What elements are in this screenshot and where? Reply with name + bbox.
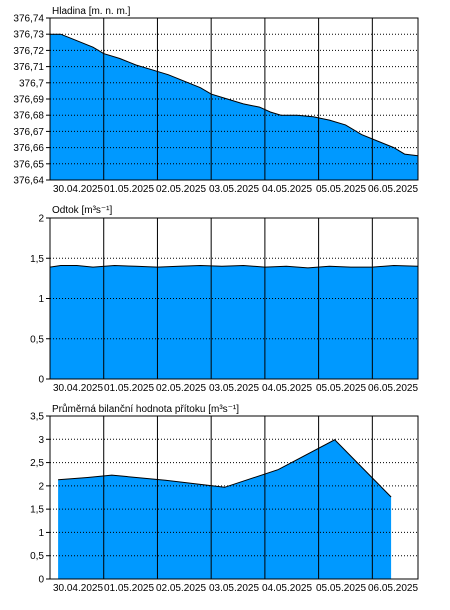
chart-2-xtick-label: 02.05.2025 xyxy=(156,383,206,394)
chart-3-ytick-label: 3 xyxy=(38,435,44,446)
chart-3-xtick-label: 05.05.2025 xyxy=(316,583,366,594)
chart-3-title: Průměrná bilanční hodnota přítoku [m³s⁻¹… xyxy=(52,403,239,415)
chart-3-xtick-label: 01.05.2025 xyxy=(104,583,154,594)
chart-3-ytick-label: 1 xyxy=(38,528,44,539)
chart-1-area xyxy=(50,34,418,181)
chart-1-ytick-label: 376,68 xyxy=(13,111,44,122)
chart-2-frame xyxy=(49,217,419,380)
chart-2-ytick-label: 1 xyxy=(38,294,44,305)
chart-3-ytick-label: 0 xyxy=(38,575,44,586)
chart-1-ytick-label: 376,66 xyxy=(13,143,44,154)
chart-1-ytick-label: 376,64 xyxy=(13,176,44,187)
chart-1-ytick-label: 376,73 xyxy=(13,30,44,41)
chart-3-xtick-label: 02.05.2025 xyxy=(156,583,206,594)
chart-1-ytick-label: 376,72 xyxy=(13,46,44,57)
chart-3-xtick-label: 04.05.2025 xyxy=(262,583,312,594)
chart-2-area xyxy=(50,265,418,379)
chart-1-xtick-label: 02.05.2025 xyxy=(156,184,206,195)
chart-2-ytick-label: 2 xyxy=(38,214,44,225)
chart-2-xtick-label: 01.05.2025 xyxy=(104,383,154,394)
chart-3-ytick-label: 2,5 xyxy=(30,458,44,469)
chart-3-ytick-label: 1,5 xyxy=(30,505,44,516)
chart-3-ytick-label: 2 xyxy=(38,481,44,492)
chart-1-xtick-label: 04.05.2025 xyxy=(262,184,312,195)
chart-3-ytick-label: 0,5 xyxy=(30,551,44,562)
chart-1-frame xyxy=(49,17,419,181)
chart-1-ytick-label: 376,69 xyxy=(13,95,44,106)
chart-2-xtick-label: 06.05.2025 xyxy=(368,383,418,394)
chart-2-ytick-label: 0,5 xyxy=(30,334,44,345)
chart-2-xtick-label: 30.04.2025 xyxy=(53,383,103,394)
chart-2-title: Odtok [m³s⁻¹] xyxy=(52,205,113,216)
chart-1-ytick-label: 376,7 xyxy=(19,78,44,89)
chart-1-xtick-label: 06.05.2025 xyxy=(368,184,418,195)
chart-2-ytick-label: 0 xyxy=(38,375,44,386)
chart-3-xtick-label: 30.04.2025 xyxy=(53,583,103,594)
chart-1-series-line xyxy=(50,33,419,157)
chart-2-series-line xyxy=(49,264,419,269)
chart-3-ytick-label: 3,5 xyxy=(30,412,44,423)
chart-1-ytick-label: 376,71 xyxy=(13,62,44,73)
chart-1-xtick-label: 30.04.2025 xyxy=(53,184,103,195)
chart-3-frame xyxy=(49,415,419,580)
chart-2-ytick-label: 1,5 xyxy=(30,254,44,265)
chart-1-ytick-label: 376,67 xyxy=(13,127,44,138)
chart-2-xtick-label: 03.05.2025 xyxy=(209,383,259,394)
chart-3-series-line xyxy=(58,439,392,498)
chart-1-xtick-label: 01.05.2025 xyxy=(104,184,154,195)
chart-1-ytick-label: 376,74 xyxy=(13,14,44,25)
chart-1-ytick-label: 376,65 xyxy=(13,159,44,170)
chart-3-xtick-label: 03.05.2025 xyxy=(209,583,259,594)
chart-2-xtick-label: 05.05.2025 xyxy=(316,383,366,394)
chart-1-xtick-label: 03.05.2025 xyxy=(209,184,259,195)
chart-2-xtick-label: 04.05.2025 xyxy=(262,383,312,394)
chart-3-xtick-label: 06.05.2025 xyxy=(368,583,418,594)
chart-1-title: Hladina [m. n. m.] xyxy=(52,6,131,17)
chart-1-xtick-label: 05.05.2025 xyxy=(316,184,366,195)
